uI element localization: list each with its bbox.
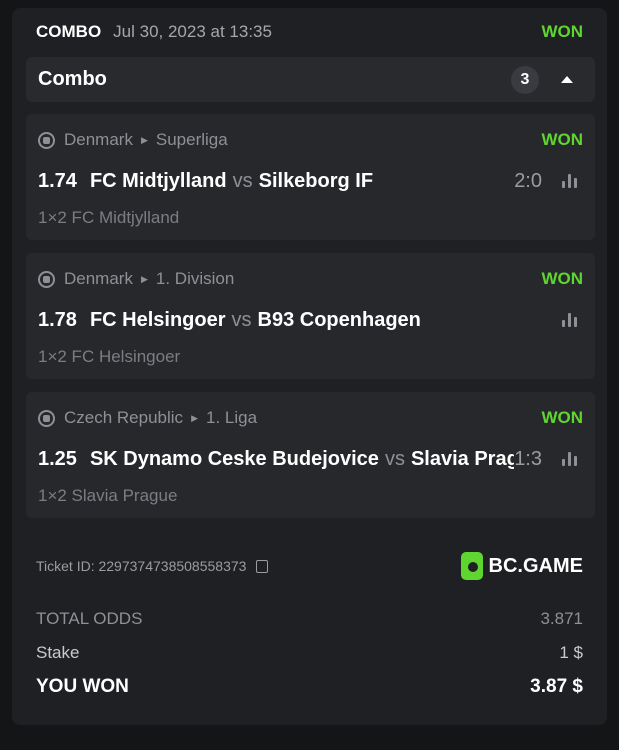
league: Superliga bbox=[155, 130, 228, 149]
away-team: Silkeborg IF bbox=[258, 169, 374, 192]
away-team: Slavia Prague bbox=[410, 447, 515, 470]
odds: 1.78 bbox=[38, 308, 77, 331]
total-odds-value: 3.871 bbox=[540, 609, 583, 628]
ticket-id: Ticket ID: 2297374738508558373 bbox=[36, 558, 247, 574]
payout-value: 3.87 $ bbox=[530, 676, 583, 697]
match-row: 1.78 FC Helsingoer vs B93 Copenhagen bbox=[38, 305, 583, 335]
league: 1. Division bbox=[155, 269, 235, 288]
selection-status: WON bbox=[541, 408, 583, 427]
ticket-header: COMBO Jul 30, 2023 at 13:35 WON bbox=[36, 20, 583, 44]
vs-label: vs bbox=[384, 447, 405, 470]
caret-right-icon: ▶ bbox=[140, 273, 148, 284]
selection-status: WON bbox=[541, 269, 583, 288]
bet-date: Jul 30, 2023 at 13:35 bbox=[113, 22, 272, 41]
selection-count-badge: 3 bbox=[511, 65, 539, 94]
selection-card[interactable]: Czech Republic ▶ 1. Liga WON 1.25 SK Dynamo … bbox=[26, 392, 595, 518]
match-row: 1.25 SK Dynamo Ceske Budejovice vs Slavia P… bbox=[38, 444, 583, 474]
bet-type: COMBO bbox=[36, 22, 102, 41]
market: 1×2 FC Midtjylland bbox=[38, 208, 180, 227]
home-team: FC Midtjylland bbox=[89, 169, 227, 192]
payout-label: YOU WON bbox=[36, 676, 129, 697]
odds: 1.74 bbox=[38, 169, 77, 192]
soccer-ball-icon bbox=[38, 131, 55, 149]
vs-label: vs bbox=[232, 169, 253, 192]
selection-card[interactable]: Denmark ▶ Superliga WON 1.74 FC Midtjylland v… bbox=[26, 114, 595, 240]
country: Czech Republic bbox=[64, 408, 184, 427]
stats-icon[interactable] bbox=[562, 174, 577, 188]
chevron-up-icon[interactable] bbox=[561, 76, 573, 83]
total-odds-row: TOTAL ODDS 3.871 bbox=[36, 609, 583, 629]
market: 1×2 Slavia Prague bbox=[38, 486, 178, 505]
bc-logo-icon bbox=[460, 552, 483, 580]
soccer-ball-icon bbox=[38, 409, 55, 427]
league-row: Czech Republic ▶ 1. Liga WON bbox=[38, 406, 583, 430]
stake-value: 1 $ bbox=[559, 643, 583, 662]
soccer-ball-icon bbox=[38, 270, 55, 288]
home-team: FC Helsingoer bbox=[89, 308, 226, 331]
caret-right-icon: ▶ bbox=[140, 134, 148, 145]
home-team: SK Dynamo Ceske Budejovice bbox=[89, 447, 379, 470]
market: 1×2 FC Helsingoer bbox=[38, 347, 181, 366]
country: Denmark bbox=[64, 130, 133, 149]
ticket-footer: Ticket ID: 2297374738508558373 BC.GAME bbox=[36, 552, 583, 580]
stats-icon[interactable] bbox=[562, 452, 577, 466]
match-row: 1.74 FC Midtjylland vs Silkeborg IF 2:0 bbox=[38, 166, 583, 196]
payout-row: YOU WON 3.87 $ bbox=[36, 676, 583, 698]
combo-toggle[interactable]: Combo 3 bbox=[26, 57, 595, 102]
league-row: Denmark ▶ 1. Division WON bbox=[38, 267, 583, 291]
country: Denmark bbox=[64, 269, 133, 288]
league: 1. Liga bbox=[205, 408, 258, 427]
stake-label: Stake bbox=[36, 643, 80, 662]
stats-icon[interactable] bbox=[562, 313, 577, 327]
vs-label: vs bbox=[231, 308, 252, 331]
league-row: Denmark ▶ Superliga WON bbox=[38, 128, 583, 152]
selection-card[interactable]: Denmark ▶ 1. Division WON 1.78 FC Helsingoer… bbox=[26, 253, 595, 379]
brand-logo: BC.GAME bbox=[460, 552, 583, 580]
total-odds-label: TOTAL ODDS bbox=[36, 609, 143, 628]
ticket-status: WON bbox=[541, 22, 583, 41]
bet-ticket-card: COMBO Jul 30, 2023 at 13:35 WON Combo 3 … bbox=[12, 8, 607, 725]
score: 2:0 bbox=[514, 169, 542, 192]
selection-status: WON bbox=[541, 130, 583, 149]
odds: 1.25 bbox=[38, 447, 77, 470]
stake-row: Stake 1 $ bbox=[36, 643, 583, 663]
brand-name: BC.GAME bbox=[488, 554, 583, 577]
caret-right-icon: ▶ bbox=[191, 412, 198, 423]
away-team: B93 Copenhagen bbox=[257, 308, 421, 331]
score: 1:3 bbox=[514, 447, 542, 470]
combo-label: Combo bbox=[38, 68, 107, 90]
copy-icon[interactable] bbox=[256, 559, 269, 573]
